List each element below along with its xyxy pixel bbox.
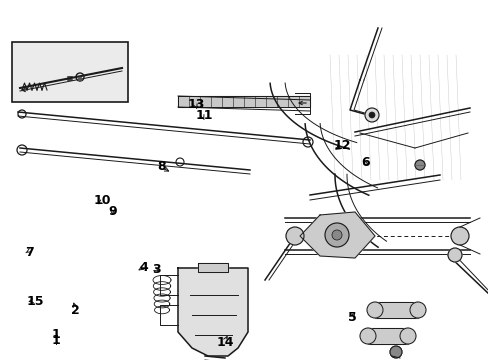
Polygon shape bbox=[198, 263, 227, 272]
Text: 1: 1 bbox=[52, 328, 61, 341]
Polygon shape bbox=[178, 268, 247, 356]
Circle shape bbox=[414, 160, 424, 170]
Text: 4: 4 bbox=[140, 261, 148, 274]
Text: 10: 10 bbox=[94, 194, 111, 207]
Circle shape bbox=[399, 328, 415, 344]
Circle shape bbox=[409, 302, 425, 318]
Text: 8: 8 bbox=[157, 160, 165, 173]
Bar bbox=[12, 42, 128, 102]
Circle shape bbox=[359, 328, 375, 344]
Circle shape bbox=[364, 108, 378, 122]
Text: 6: 6 bbox=[361, 156, 369, 168]
Text: 12: 12 bbox=[333, 139, 350, 152]
Circle shape bbox=[78, 77, 82, 81]
Circle shape bbox=[447, 248, 461, 262]
Polygon shape bbox=[374, 302, 417, 318]
Circle shape bbox=[450, 227, 468, 245]
Circle shape bbox=[368, 112, 374, 118]
Polygon shape bbox=[299, 212, 374, 258]
Polygon shape bbox=[367, 328, 407, 344]
Text: 2: 2 bbox=[71, 304, 80, 317]
Text: 14: 14 bbox=[216, 336, 233, 348]
Text: 13: 13 bbox=[187, 98, 205, 111]
Text: 9: 9 bbox=[108, 205, 117, 218]
Text: 11: 11 bbox=[195, 109, 213, 122]
Text: 15: 15 bbox=[26, 295, 44, 308]
Circle shape bbox=[325, 223, 348, 247]
Text: 7: 7 bbox=[25, 246, 34, 258]
Circle shape bbox=[285, 227, 304, 245]
Text: 1: 1 bbox=[52, 334, 61, 347]
Circle shape bbox=[331, 230, 341, 240]
Text: 3: 3 bbox=[152, 263, 161, 276]
Circle shape bbox=[389, 346, 401, 358]
Polygon shape bbox=[178, 96, 309, 107]
Circle shape bbox=[366, 302, 382, 318]
Text: 5: 5 bbox=[347, 311, 356, 324]
